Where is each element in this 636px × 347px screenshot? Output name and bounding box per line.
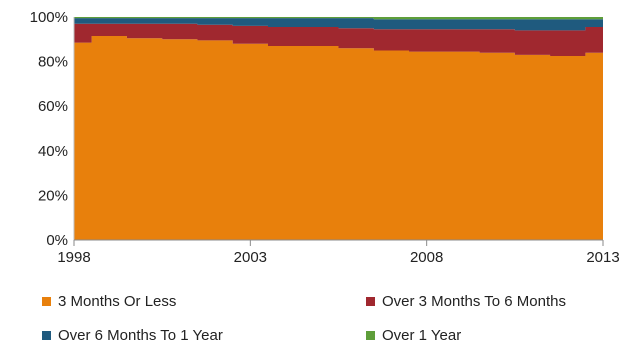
stacked-area-chart: 0% 20% 40% 60% 80% 100% 1998 2003 2008 2013: [30, 9, 620, 266]
legend-label: Over 1 Year: [382, 326, 462, 344]
x-tick-label: 2003: [234, 249, 267, 266]
x-tick-label: 2013: [586, 249, 619, 266]
x-tick-label: 2008: [410, 249, 443, 266]
y-tick-label: 20%: [38, 187, 68, 204]
y-axis-tick-labels: 0% 20% 40% 60% 80% 100%: [30, 9, 68, 249]
y-tick-label: 100%: [30, 9, 68, 26]
y-tick-label: 0%: [46, 232, 68, 249]
x-axis-tick-labels: 1998 2003 2008 2013: [57, 249, 619, 266]
x-tick-label: 1998: [57, 249, 90, 266]
area-series-over-3-months-to-6-months: [74, 23, 603, 56]
legend-label: 3 Months Or Less: [58, 292, 177, 310]
axes: [73, 17, 604, 246]
legend-label: Over 3 Months To 6 Months: [382, 292, 566, 310]
y-tick-label: 80%: [38, 54, 68, 71]
plot-area: [74, 17, 603, 240]
legend-swatch-icon: [366, 330, 375, 340]
area-series-3-months-or-less: [74, 36, 603, 240]
legend-item-over-6-months-to-1-year: Over 6 Months To 1 Year: [42, 324, 223, 346]
y-tick-label: 60%: [38, 98, 68, 115]
area-series-over-6-months-to-1-year: [74, 18, 603, 31]
legend: 3 Months Or Less Over 3 Months To 6 Mont…: [0, 280, 636, 347]
legend-item-over-3-months-to-6-months: Over 3 Months To 6 Months: [366, 290, 566, 312]
y-tick-label: 40%: [38, 143, 68, 160]
legend-swatch-icon: [42, 330, 51, 340]
legend-item-over-1-year: Over 1 Year: [366, 324, 461, 346]
legend-swatch-icon: [366, 296, 375, 306]
area-series-over-1-year: [74, 17, 603, 20]
legend-item-3-months-or-less: 3 Months Or Less: [42, 290, 176, 312]
legend-swatch-icon: [42, 296, 51, 306]
legend-label: Over 6 Months To 1 Year: [58, 326, 223, 344]
